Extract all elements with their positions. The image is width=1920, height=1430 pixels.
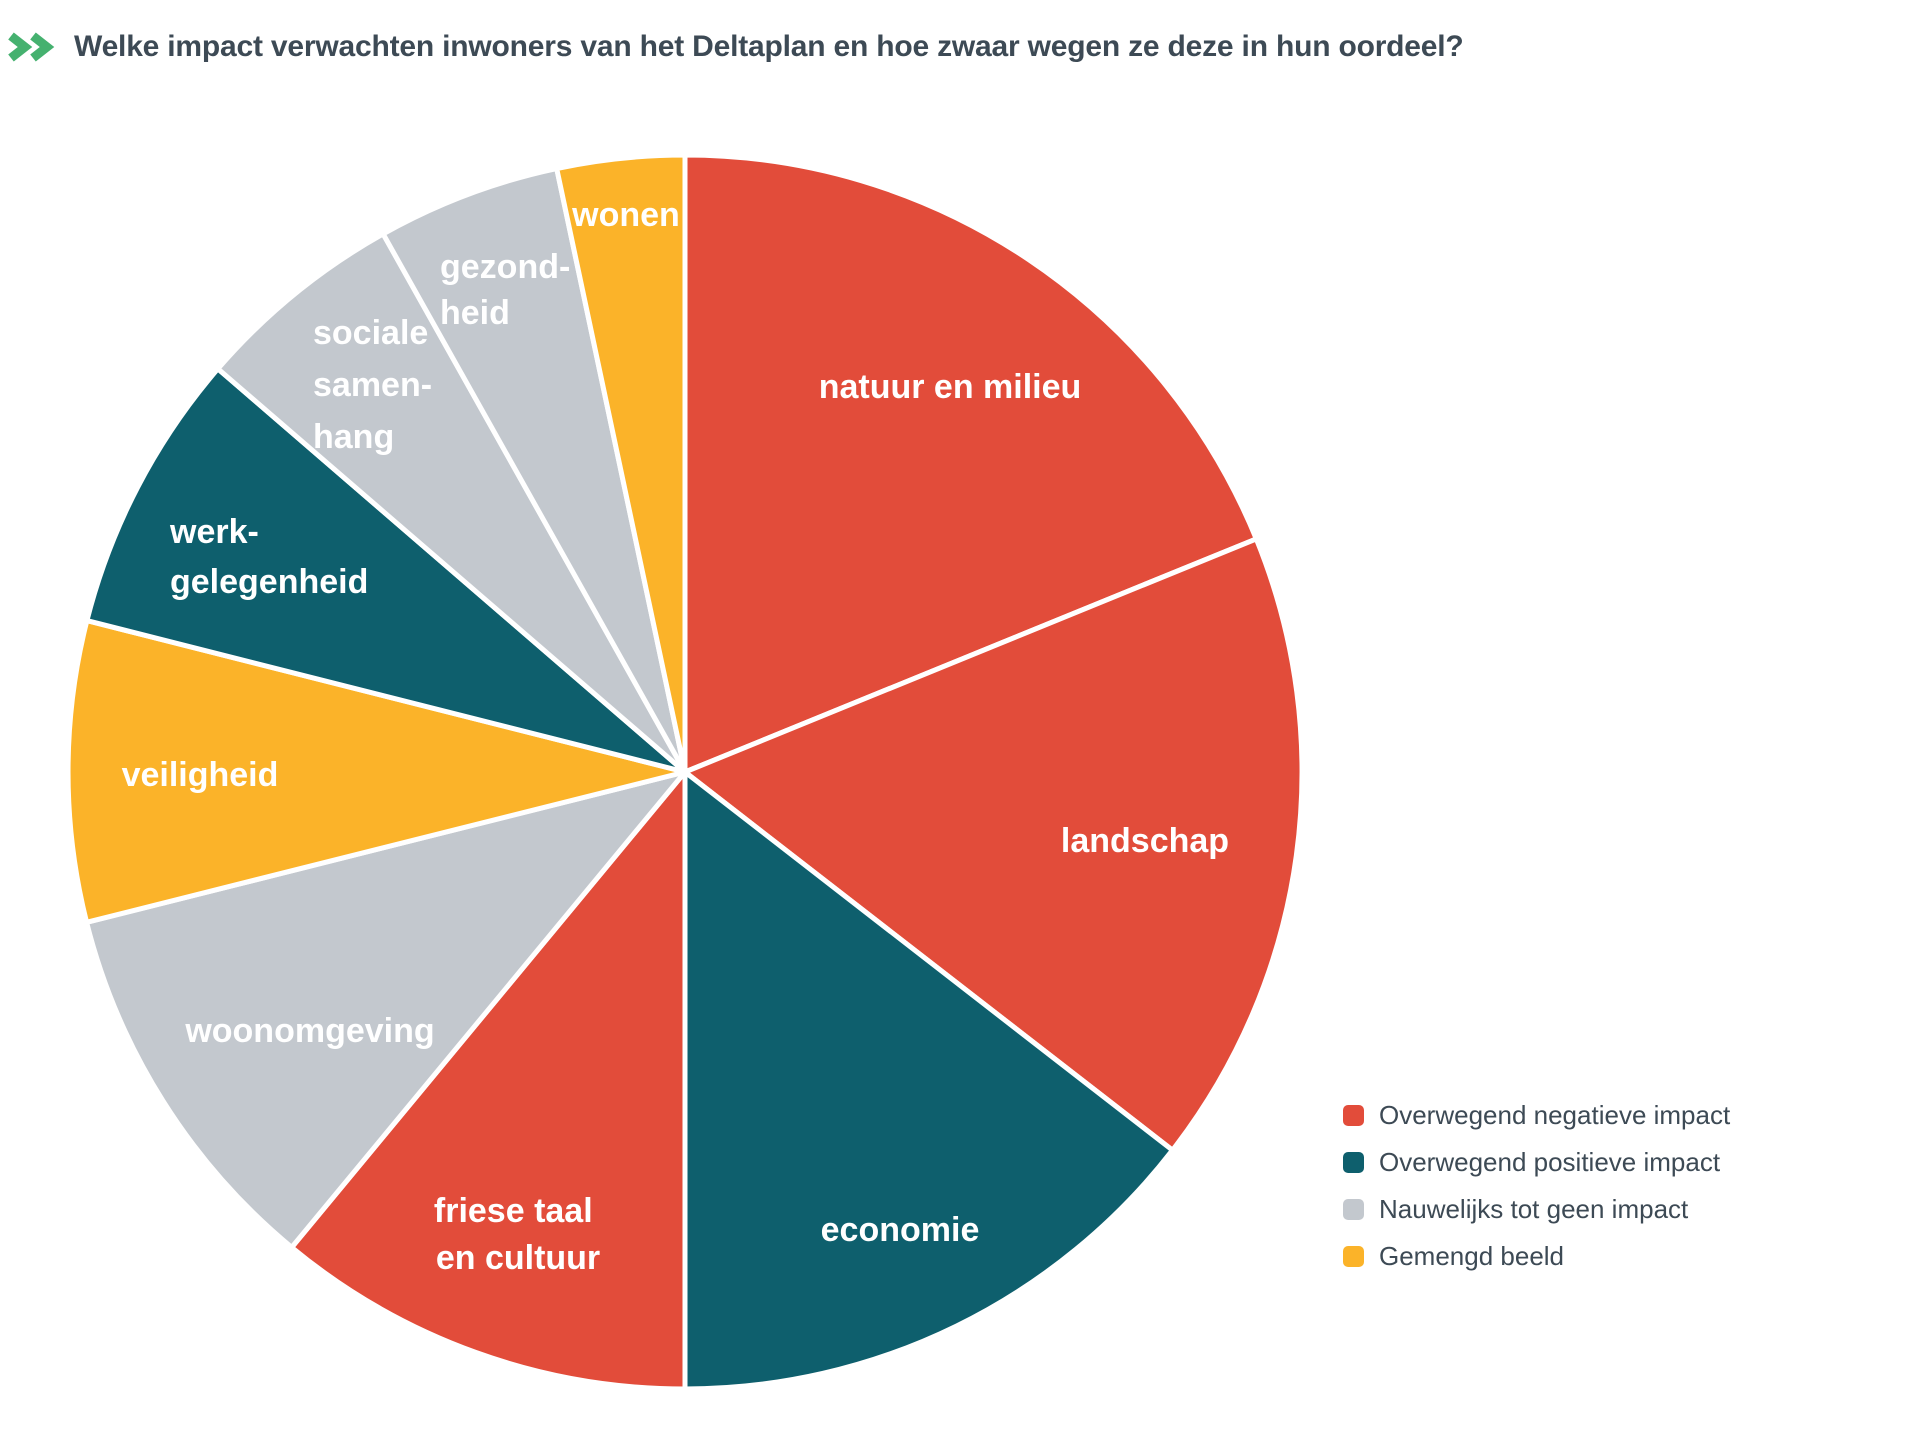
- legend-item-no-impact: Nauwelijks tot geen impact: [1343, 1186, 1730, 1233]
- legend-item-positive: Overwegend positieve impact: [1343, 1139, 1730, 1186]
- legend-swatch-negative-icon: [1343, 1105, 1364, 1126]
- legend: Overwegend negatieve impact Overwegend p…: [1343, 1092, 1730, 1280]
- legend-item-negative: Overwegend negatieve impact: [1343, 1092, 1730, 1139]
- page-title: Welke impact verwachten inwoners van het…: [74, 30, 1464, 63]
- legend-label-no-impact: Nauwelijks tot geen impact: [1379, 1194, 1689, 1224]
- legend-swatch-no-impact-icon: [1343, 1199, 1364, 1220]
- legend-swatch-positive-icon: [1343, 1152, 1364, 1173]
- slice-label-landschap: landschap: [1061, 822, 1229, 860]
- pie-slice-gezondheid: [380, 166, 688, 775]
- slice-label-woonomgeving: woonomgeving: [184, 1012, 434, 1050]
- chart-title-bar: Welke impact verwachten inwoners van het…: [6, 30, 1464, 64]
- pie-slices-group: [65, 152, 1305, 1392]
- pie-slice-natuur-en-milieu: [682, 152, 1259, 775]
- slice-label-werk-gelegenheid: werk- gelegenheid: [169, 513, 368, 601]
- legend-label-negative: Overwegend negatieve impact: [1379, 1100, 1731, 1130]
- pie-slice-labels: natuur en milieu landschap economie frie…: [122, 196, 1230, 1277]
- pie-slice-wonen: [554, 152, 688, 775]
- pie-slice-werk-gelegenheid: [84, 366, 688, 775]
- slice-label-gezondheid: gezond- heid: [440, 248, 580, 332]
- pie-slice-friese-taal-en-cultuur: [289, 769, 688, 1392]
- legend-item-mixed: Gemengd beeld: [1343, 1233, 1730, 1280]
- slice-label-veiligheid: veiligheid: [122, 756, 279, 794]
- legend-label-mixed: Gemengd beeld: [1379, 1241, 1565, 1271]
- pie-slice-woonomgeving: [84, 769, 688, 1250]
- legend-label-positive: Overwegend positieve impact: [1379, 1147, 1721, 1177]
- double-chevron-icon: [8, 32, 55, 62]
- pie-slice-sociale-samenhang: [215, 231, 688, 775]
- slice-label-natuur-en-milieu: natuur en milieu: [819, 368, 1082, 406]
- slice-label-economie: economie: [821, 1211, 980, 1249]
- pie-slice-landschap: [682, 536, 1305, 1153]
- slice-label-wonen: wonen: [571, 196, 680, 234]
- slice-label-friese-taal-en-cultuur: friese taal en cultuur: [434, 1192, 602, 1277]
- slice-label-sociale-samenhang: sociale samen- hang: [313, 314, 442, 456]
- pie-slice-economie: [682, 769, 1175, 1392]
- pie-slice-veiligheid: [65, 618, 688, 925]
- legend-swatch-mixed-icon: [1343, 1246, 1364, 1267]
